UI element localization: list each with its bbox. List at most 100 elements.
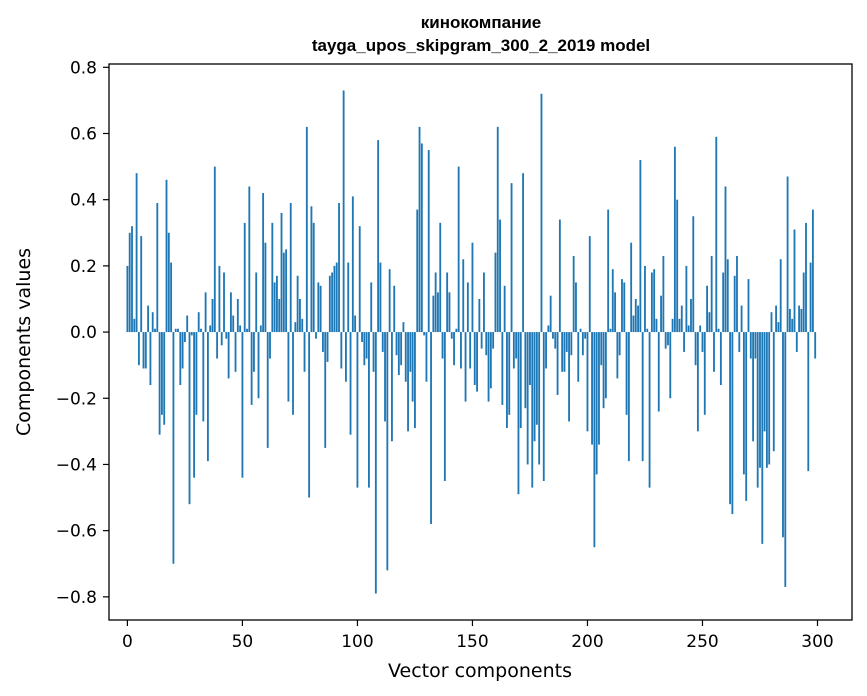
bar-86 xyxy=(324,332,327,448)
bar-203 xyxy=(593,332,596,548)
bar-272 xyxy=(752,332,755,442)
bar-76 xyxy=(301,318,304,333)
bar-248 xyxy=(696,332,699,432)
bar-210 xyxy=(609,328,612,333)
bar-21 xyxy=(174,328,177,333)
bar-208 xyxy=(604,332,607,399)
bar-118 xyxy=(397,332,400,376)
bar-33 xyxy=(202,332,205,422)
x-tick-label: 0 xyxy=(122,632,133,652)
bar-128 xyxy=(420,143,423,333)
bar-93 xyxy=(340,332,343,369)
bar-261 xyxy=(726,259,729,333)
x-tick-label: 300 xyxy=(801,632,833,652)
bar-104 xyxy=(365,332,368,359)
bar-114 xyxy=(388,269,391,333)
bar-11 xyxy=(151,312,154,333)
bar-120 xyxy=(402,322,405,333)
x-tick-label: 250 xyxy=(686,632,718,652)
bar-250 xyxy=(701,332,704,352)
bar-224 xyxy=(641,332,644,462)
bar-174 xyxy=(526,332,529,465)
bar-200 xyxy=(586,332,589,432)
bar-213 xyxy=(616,332,619,379)
bar-18 xyxy=(167,232,170,333)
bar-230 xyxy=(655,318,658,333)
bar-252 xyxy=(706,285,708,333)
bar-36 xyxy=(209,325,212,333)
bar-259 xyxy=(722,272,725,333)
y-tick-label: 0.6 xyxy=(70,125,97,145)
bar-281 xyxy=(772,332,775,452)
bar-31 xyxy=(197,312,200,333)
bar-198 xyxy=(581,332,584,356)
bar-199 xyxy=(584,332,587,339)
bar-105 xyxy=(368,332,370,488)
bar-226 xyxy=(646,328,649,333)
bar-214 xyxy=(618,332,621,356)
x-axis-label: Vector components xyxy=(388,660,572,682)
bar-57 xyxy=(257,332,260,399)
bar-26 xyxy=(186,315,189,333)
bar-72 xyxy=(292,332,294,415)
bar-155 xyxy=(483,272,485,333)
bar-3 xyxy=(133,318,136,333)
bar-254 xyxy=(710,255,713,333)
bar-180 xyxy=(540,93,543,333)
bar-154 xyxy=(480,332,483,349)
chart-title: кинокомпание xyxy=(421,13,542,32)
bar-20 xyxy=(172,332,175,564)
y-tick-label: 0.2 xyxy=(70,257,97,277)
bar-38 xyxy=(213,166,216,333)
bar-257 xyxy=(717,328,720,333)
bar-97 xyxy=(349,332,352,435)
bar-37 xyxy=(211,298,214,333)
bar-146 xyxy=(462,259,465,333)
bar-137 xyxy=(441,332,444,359)
bar-171 xyxy=(519,332,522,429)
bar-228 xyxy=(650,272,653,333)
bar-85 xyxy=(322,332,324,352)
bar-270 xyxy=(747,279,750,333)
bar-274 xyxy=(756,332,759,488)
bar-197 xyxy=(579,328,582,333)
bar-90 xyxy=(333,265,336,333)
bar-101 xyxy=(358,226,361,333)
bar-106 xyxy=(370,282,373,333)
bar-63 xyxy=(271,222,274,333)
bar-24 xyxy=(181,332,184,369)
x-tick-label: 50 xyxy=(232,632,254,652)
bar-89 xyxy=(331,272,334,333)
bar-243 xyxy=(685,265,688,333)
bar-175 xyxy=(529,332,531,386)
bar-296 xyxy=(807,332,810,472)
bar-2 xyxy=(131,226,133,333)
bar-84 xyxy=(319,285,322,333)
bar-225 xyxy=(644,265,646,333)
bar-184 xyxy=(549,295,552,333)
bar-5 xyxy=(137,332,140,366)
bar-291 xyxy=(795,332,798,352)
bar-166 xyxy=(508,332,511,415)
bar-42 xyxy=(223,272,225,333)
bar-75 xyxy=(299,298,301,333)
bar-23 xyxy=(179,332,182,386)
bar-152 xyxy=(476,332,478,392)
bar-273 xyxy=(754,332,757,359)
bar-297 xyxy=(809,262,812,333)
bar-39 xyxy=(216,332,219,359)
bar-143 xyxy=(455,328,458,333)
bar-110 xyxy=(379,262,382,333)
y-tick-label: 0.8 xyxy=(70,58,97,78)
bar-161 xyxy=(496,126,499,333)
bar-149 xyxy=(469,332,472,369)
bar-258 xyxy=(719,332,722,386)
bar-82 xyxy=(315,332,317,339)
bar-245 xyxy=(690,298,692,333)
bar-132 xyxy=(430,332,432,525)
bar-74 xyxy=(296,275,299,333)
bar-123 xyxy=(409,332,412,372)
bar-41 xyxy=(220,332,223,346)
bar-211 xyxy=(611,269,614,333)
bar-53 xyxy=(248,186,251,333)
